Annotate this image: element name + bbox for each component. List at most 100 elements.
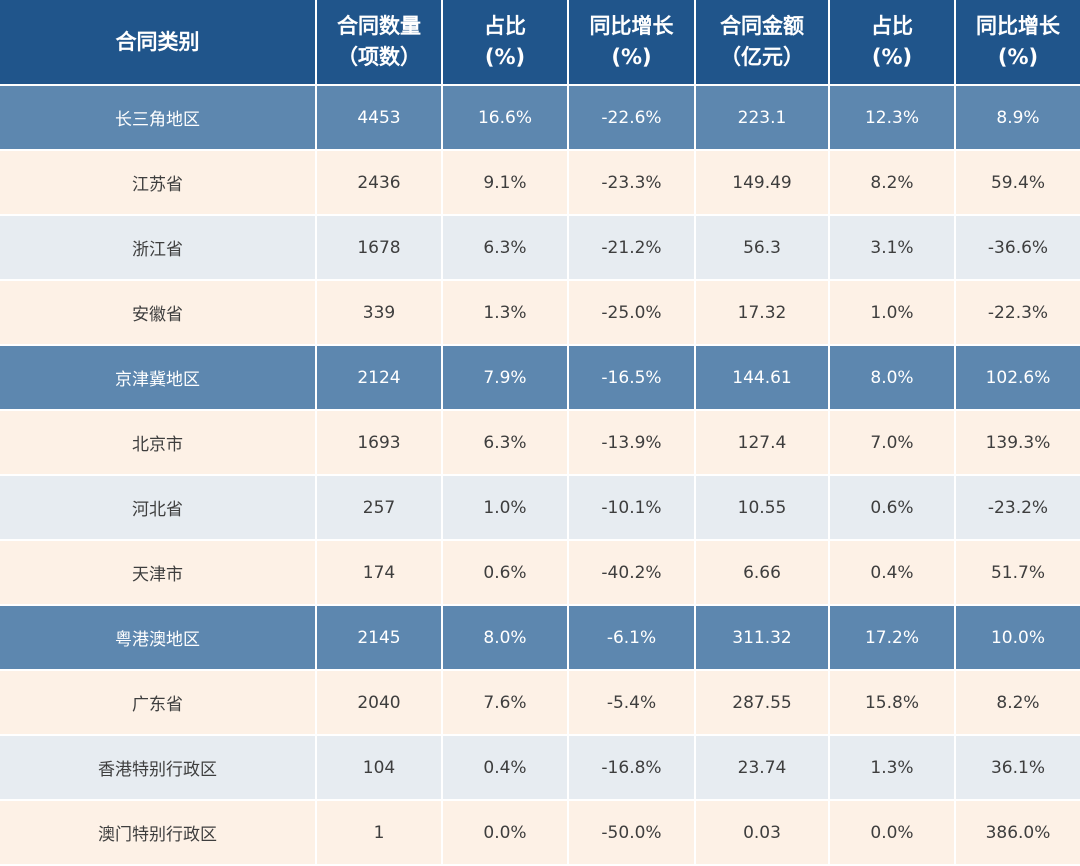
cell-amount-yoy: 8.9% bbox=[955, 85, 1080, 151]
cell-amount: 223.1 bbox=[695, 85, 830, 151]
cell-amount-yoy: 139.3% bbox=[955, 410, 1080, 476]
cell-amount: 6.66 bbox=[695, 540, 830, 606]
cell-count: 2124 bbox=[316, 345, 443, 411]
header-amount-yoy: 同比增长 (%) bbox=[955, 0, 1080, 86]
table-row: 天津市 174 0.6% -40.2% 6.66 0.4% 51.7% bbox=[0, 540, 1080, 606]
table-row: 江苏省 2436 9.1% -23.3% 149.49 8.2% 59.4% bbox=[0, 150, 1080, 216]
cell-amount: 10.55 bbox=[695, 475, 830, 541]
cell-amount-share: 1.3% bbox=[829, 735, 956, 801]
cell-amount-share: 7.0% bbox=[829, 410, 956, 476]
table-row: 北京市 1693 6.3% -13.9% 127.4 7.0% 139.3% bbox=[0, 410, 1080, 476]
cell-amount-yoy: 386.0% bbox=[955, 800, 1080, 866]
cell-amount-yoy: -22.3% bbox=[955, 280, 1080, 346]
header-label: （亿元） bbox=[720, 45, 804, 69]
cell-amount-yoy: 102.6% bbox=[955, 345, 1080, 411]
cell-count-share: 8.0% bbox=[442, 605, 569, 671]
cell-count-share: 0.0% bbox=[442, 800, 569, 866]
cell-count: 2145 bbox=[316, 605, 443, 671]
cell-category: 京津冀地区 bbox=[0, 345, 317, 411]
header-count: 合同数量 （项数） bbox=[316, 0, 443, 86]
cell-amount-share: 8.0% bbox=[829, 345, 956, 411]
cell-count-yoy: -6.1% bbox=[568, 605, 696, 671]
cell-count-share: 7.6% bbox=[442, 670, 569, 736]
header-label: (%) bbox=[611, 45, 652, 69]
region-row: 长三角地区 4453 16.6% -22.6% 223.1 12.3% 8.9% bbox=[0, 85, 1080, 151]
cell-count: 174 bbox=[316, 540, 443, 606]
cell-category: 江苏省 bbox=[0, 150, 317, 216]
cell-amount-share: 0.6% bbox=[829, 475, 956, 541]
cell-amount: 0.03 bbox=[695, 800, 830, 866]
cell-count-share: 6.3% bbox=[442, 410, 569, 476]
cell-amount-share: 0.4% bbox=[829, 540, 956, 606]
table-body: 长三角地区 4453 16.6% -22.6% 223.1 12.3% 8.9% 江苏省 243… bbox=[0, 85, 1080, 866]
cell-amount-yoy: 8.2% bbox=[955, 670, 1080, 736]
cell-amount-yoy: -36.6% bbox=[955, 215, 1080, 281]
header-label: 同比增长 bbox=[589, 14, 674, 38]
cell-count-share: 6.3% bbox=[442, 215, 569, 281]
table-row: 安徽省 339 1.3% -25.0% 17.32 1.0% -22.3% bbox=[0, 280, 1080, 346]
header-label: 占比 bbox=[484, 14, 526, 38]
cell-category: 浙江省 bbox=[0, 215, 317, 281]
cell-category: 广东省 bbox=[0, 670, 317, 736]
cell-amount-share: 12.3% bbox=[829, 85, 956, 151]
cell-amount-share: 15.8% bbox=[829, 670, 956, 736]
cell-category: 粤港澳地区 bbox=[0, 605, 317, 671]
header-label: 合同类别 bbox=[115, 29, 200, 54]
header-label: 占比 bbox=[871, 14, 913, 38]
cell-amount-share: 0.0% bbox=[829, 800, 956, 866]
header-amount: 合同金额 （亿元） bbox=[695, 0, 830, 86]
cell-count-share: 0.6% bbox=[442, 540, 569, 606]
cell-amount: 56.3 bbox=[695, 215, 830, 281]
cell-category: 天津市 bbox=[0, 540, 317, 606]
cell-amount: 311.32 bbox=[695, 605, 830, 671]
header-label: （项数） bbox=[337, 45, 421, 69]
header-label: (%) bbox=[484, 45, 526, 69]
cell-count: 1693 bbox=[316, 410, 443, 476]
cell-count: 104 bbox=[316, 735, 443, 801]
cell-count-yoy: -16.8% bbox=[568, 735, 696, 801]
header-label: 合同金额 bbox=[720, 14, 804, 38]
cell-count-yoy: -50.0% bbox=[568, 800, 696, 866]
cell-amount: 17.32 bbox=[695, 280, 830, 346]
cell-count: 2040 bbox=[316, 670, 443, 736]
table-row: 澳门特别行政区 1 0.0% -50.0% 0.03 0.0% 386.0% bbox=[0, 800, 1080, 866]
cell-category: 香港特别行政区 bbox=[0, 735, 317, 801]
header-amount-share: 占比 (%) bbox=[829, 0, 956, 86]
header-count-share: 占比 (%) bbox=[442, 0, 569, 86]
cell-category: 安徽省 bbox=[0, 280, 317, 346]
cell-count: 339 bbox=[316, 280, 443, 346]
cell-count: 257 bbox=[316, 475, 443, 541]
cell-count-yoy: -16.5% bbox=[568, 345, 696, 411]
cell-count-share: 1.0% bbox=[442, 475, 569, 541]
table-header: 合同类别 合同数量 （项数） 占比 (%) 同比增长 (%) 合同金额 （亿元） 占比 (%) 同比增… bbox=[0, 0, 1080, 86]
cell-amount-yoy: 10.0% bbox=[955, 605, 1080, 671]
cell-count-yoy: -5.4% bbox=[568, 670, 696, 736]
cell-count-share: 1.3% bbox=[442, 280, 569, 346]
header-label: (%) bbox=[997, 45, 1039, 69]
cell-count: 2436 bbox=[316, 150, 443, 216]
region-row: 粤港澳地区 2145 8.0% -6.1% 311.32 17.2% 10.0% bbox=[0, 605, 1080, 671]
cell-amount: 144.61 bbox=[695, 345, 830, 411]
table-row: 香港特别行政区 104 0.4% -16.8% 23.74 1.3% 36.1% bbox=[0, 735, 1080, 801]
cell-amount-yoy: 51.7% bbox=[955, 540, 1080, 606]
table-row: 广东省 2040 7.6% -5.4% 287.55 15.8% 8.2% bbox=[0, 670, 1080, 736]
cell-count-share: 9.1% bbox=[442, 150, 569, 216]
cell-count-yoy: -21.2% bbox=[568, 215, 696, 281]
header-category: 合同类别 bbox=[0, 0, 317, 86]
cell-amount-share: 1.0% bbox=[829, 280, 956, 346]
cell-count: 1678 bbox=[316, 215, 443, 281]
cell-amount: 127.4 bbox=[695, 410, 830, 476]
table-row: 浙江省 1678 6.3% -21.2% 56.3 3.1% -36.6% bbox=[0, 215, 1080, 281]
table-row: 河北省 257 1.0% -10.1% 10.55 0.6% -23.2% bbox=[0, 475, 1080, 541]
cell-amount: 287.55 bbox=[695, 670, 830, 736]
cell-amount: 149.49 bbox=[695, 150, 830, 216]
cell-category: 北京市 bbox=[0, 410, 317, 476]
cell-category: 长三角地区 bbox=[0, 85, 317, 151]
cell-count-yoy: -40.2% bbox=[568, 540, 696, 606]
header-count-yoy: 同比增长 (%) bbox=[568, 0, 696, 86]
header-label: 合同数量 bbox=[337, 14, 421, 38]
cell-count-share: 0.4% bbox=[442, 735, 569, 801]
cell-count-share: 7.9% bbox=[442, 345, 569, 411]
cell-amount: 23.74 bbox=[695, 735, 830, 801]
